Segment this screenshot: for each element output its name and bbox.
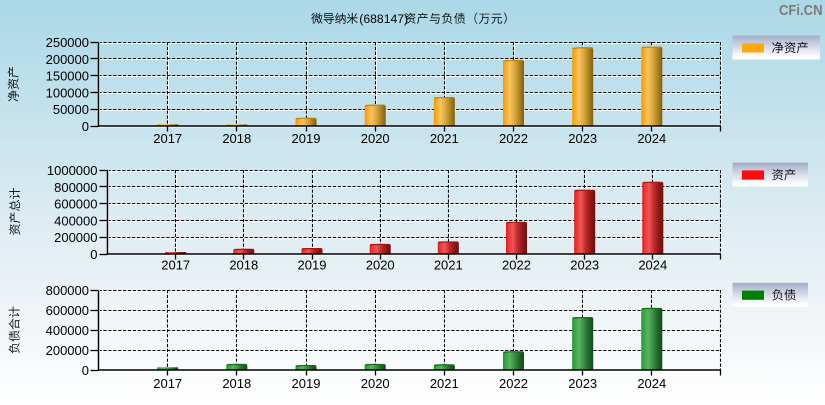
svg-text:2018: 2018 [222, 131, 251, 146]
svg-text:0: 0 [82, 119, 89, 134]
svg-text:2019: 2019 [292, 131, 321, 146]
svg-text:2024: 2024 [638, 257, 667, 272]
svg-text:200000: 200000 [46, 343, 89, 358]
svg-text:2021: 2021 [430, 376, 459, 391]
svg-text:2018: 2018 [222, 376, 251, 391]
svg-text:CFi.CN: CFi.CN [779, 3, 823, 19]
svg-text:2021: 2021 [430, 131, 459, 146]
svg-text:150000: 150000 [46, 69, 89, 84]
svg-text:2019: 2019 [298, 257, 327, 272]
svg-text:2017: 2017 [153, 376, 182, 391]
svg-text:100000: 100000 [46, 85, 89, 100]
svg-text:2022: 2022 [499, 376, 528, 391]
svg-text:2023: 2023 [570, 257, 599, 272]
svg-text:200000: 200000 [46, 52, 89, 67]
svg-text:2019: 2019 [292, 376, 321, 391]
svg-text:600000: 600000 [54, 197, 97, 212]
svg-text:2020: 2020 [361, 376, 390, 391]
svg-text:2023: 2023 [568, 131, 597, 146]
svg-text:2022: 2022 [502, 257, 531, 272]
svg-text:(688147): (688147) [359, 12, 408, 26]
svg-text:250000: 250000 [46, 35, 89, 50]
svg-text:2022: 2022 [499, 131, 528, 146]
svg-text:800000: 800000 [46, 283, 89, 298]
svg-text:2023: 2023 [568, 376, 597, 391]
svg-text:2020: 2020 [361, 131, 390, 146]
svg-text:800000: 800000 [54, 180, 97, 195]
svg-text:2020: 2020 [366, 257, 395, 272]
svg-text:200000: 200000 [54, 230, 97, 245]
svg-text:400000: 400000 [46, 323, 89, 338]
svg-text:2017: 2017 [161, 257, 190, 272]
svg-text:2017: 2017 [153, 131, 182, 146]
svg-text:2024: 2024 [637, 376, 666, 391]
svg-text:2021: 2021 [434, 257, 463, 272]
svg-text:2024: 2024 [637, 131, 666, 146]
svg-text:0: 0 [90, 247, 97, 262]
svg-text:50000: 50000 [53, 102, 89, 117]
svg-text:600000: 600000 [46, 303, 89, 318]
svg-text:1000000: 1000000 [47, 163, 98, 178]
svg-text:2018: 2018 [229, 257, 258, 272]
svg-text:400000: 400000 [54, 213, 97, 228]
svg-text:0: 0 [82, 363, 89, 378]
